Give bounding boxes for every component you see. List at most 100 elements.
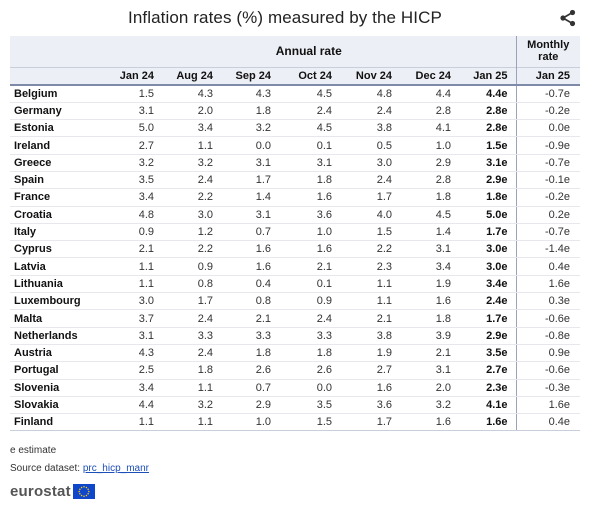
annual-rate-cell: 1.7e: [459, 309, 517, 328]
annual-rate-cell: 3.9: [400, 327, 459, 345]
monthly-rate-cell: 0.0e: [515, 119, 581, 138]
monthly-rate-cell: -0.6e: [515, 309, 581, 328]
annual-rate-cell: 1.5: [279, 413, 340, 432]
annual-rate-cell: 4.5: [279, 85, 340, 103]
monthly-rate-cell: -0.3e: [515, 379, 581, 397]
annual-rate-cell: 1.8e: [459, 188, 517, 207]
annual-rate-cell: 0.9: [102, 223, 162, 242]
annual-rate-cell: 3.6: [340, 396, 400, 415]
annual-rate-cell: 4.5: [279, 119, 340, 138]
hicp-table: Annual rate Monthly rate Jan 24 Aug 24 S…: [10, 36, 581, 432]
monthly-rate-cell: 0.2e: [515, 206, 581, 224]
annual-rate-cell: 2.1: [400, 344, 459, 363]
annual-rate-cell: 0.7: [221, 379, 279, 397]
annual-rate-cell: 4.1: [400, 119, 459, 138]
annual-rate-cell: 1.4: [400, 223, 459, 242]
country-name: Spain: [10, 171, 102, 190]
annual-rate-cell: 2.2: [340, 240, 400, 259]
monthly-rate-cell: -0.9e: [515, 136, 581, 155]
table-row: Croatia 4.8 3.0 3.1 3.6 4.0 4.5 5.0e 0.2e: [10, 206, 581, 224]
annual-rate-cell: 1.6: [279, 188, 340, 207]
annual-rate-cell: 2.6: [279, 361, 340, 380]
table-row: Finland 1.1 1.1 1.0 1.5 1.7 1.6 1.6e 0.4e: [10, 413, 581, 432]
annual-rate-cell: 2.9e: [459, 171, 517, 190]
annual-rate-cell: 2.1: [340, 309, 400, 328]
annual-rate-cell: 3.1: [221, 154, 279, 172]
table-row: Germany 3.1 2.0 1.8 2.4 2.4 2.8 2.8e -0.2e: [10, 102, 581, 121]
corner-header: [10, 36, 102, 67]
country-name: Slovenia: [10, 379, 102, 397]
annual-rate-cell: 1.5: [340, 223, 400, 242]
annual-rate-cell: 4.8: [102, 206, 162, 224]
annual-rate-cell: 2.4: [162, 309, 221, 328]
annual-rate-cell: 2.1: [102, 240, 162, 259]
annual-rate-cell: 3.7: [102, 309, 162, 328]
country-name: Ireland: [10, 136, 102, 155]
annual-rate-cell: 1.0: [400, 136, 459, 155]
annual-rate-cell: 1.2: [162, 223, 221, 242]
annual-rate-header: Annual rate: [102, 36, 517, 67]
country-name: Netherlands: [10, 327, 102, 345]
column-header: Jan 24: [102, 66, 162, 86]
table-body: Belgium 1.5 4.3 4.3 4.5 4.8 4.4 4.4e -0.7e German…: [10, 85, 581, 432]
table-row: Lithuania 1.1 0.8 0.4 0.1 1.1 1.9 3.4e 1.6e: [10, 275, 581, 294]
annual-rate-cell: 3.2: [162, 154, 221, 172]
annual-rate-cell: 3.2: [102, 154, 162, 172]
monthly-rate-cell: 0.4e: [515, 413, 581, 432]
country-name: Italy: [10, 223, 102, 242]
annual-rate-cell: 0.1: [279, 136, 340, 155]
annual-rate-cell: 2.4: [340, 171, 400, 190]
annual-rate-cell: 3.8: [340, 327, 400, 345]
annual-rate-cell: 1.6e: [459, 413, 517, 432]
monthly-rate-cell: 1.6e: [515, 396, 581, 415]
annual-rate-cell: 0.9: [279, 292, 340, 311]
source-dataset-link[interactable]: prc_hicp_manr: [82, 463, 149, 474]
annual-rate-cell: 1.7: [162, 292, 221, 311]
table-row: Cyprus 2.1 2.2 1.6 1.6 2.2 3.1 3.0e -1.4e: [10, 240, 581, 259]
annual-rate-cell: 3.5e: [459, 344, 517, 363]
column-header: Jan 25: [459, 66, 517, 86]
annual-rate-cell: 1.1: [102, 257, 162, 276]
annual-rate-cell: 3.2: [162, 396, 221, 415]
column-header: Sep 24: [221, 66, 279, 86]
column-header-monthly: Jan 25: [515, 66, 581, 86]
annual-rate-cell: 0.1: [279, 275, 340, 294]
annual-rate-cell: 2.9: [221, 396, 279, 415]
country-column-header: [10, 66, 102, 86]
annual-rate-cell: 3.4: [162, 119, 221, 138]
annual-rate-cell: 2.1: [279, 257, 340, 276]
annual-rate-cell: 3.2: [400, 396, 459, 415]
annual-rate-cell: 3.0: [102, 292, 162, 311]
annual-rate-cell: 5.0: [102, 119, 162, 138]
country-name: Germany: [10, 102, 102, 121]
share-button[interactable]: [558, 8, 578, 28]
hicp-table-container: Annual rate Monthly rate Jan 24 Aug 24 S…: [10, 36, 581, 432]
annual-rate-cell: 2.8e: [459, 102, 517, 121]
annual-rate-cell: 1.8: [400, 188, 459, 207]
monthly-rate-cell: -1.4e: [515, 240, 581, 259]
monthly-rate-line2: rate: [538, 51, 559, 64]
annual-rate-cell: 5.0e: [459, 206, 517, 224]
annual-rate-cell: 0.7: [221, 223, 279, 242]
annual-rate-cell: 3.0: [340, 154, 400, 172]
annual-rate-cell: 1.5e: [459, 136, 517, 155]
table-row: Latvia 1.1 0.9 1.6 2.1 2.3 3.4 3.0e 0.4e: [10, 257, 581, 276]
monthly-rate-cell: -0.6e: [515, 361, 581, 380]
annual-rate-cell: 1.8: [162, 361, 221, 380]
country-name: Lithuania: [10, 275, 102, 294]
annual-rate-cell: 1.6: [400, 413, 459, 432]
annual-rate-cell: 3.1: [400, 240, 459, 259]
annual-rate-cell: 3.1: [102, 102, 162, 121]
annual-rate-cell: 1.1: [102, 413, 162, 432]
table-row: Austria 4.3 2.4 1.8 1.8 1.9 2.1 3.5e 0.9e: [10, 344, 581, 363]
annual-rate-cell: 1.7: [340, 413, 400, 432]
annual-rate-cell: 3.1: [279, 154, 340, 172]
annual-rate-cell: 3.4: [400, 257, 459, 276]
monthly-rate-cell: -0.2e: [515, 188, 581, 207]
annual-rate-cell: 1.8: [221, 102, 279, 121]
table-row: France 3.4 2.2 1.4 1.6 1.7 1.8 1.8e -0.2e: [10, 188, 581, 207]
annual-rate-cell: 0.8: [162, 275, 221, 294]
annual-rate-cell: 2.8e: [459, 119, 517, 138]
annual-rate-cell: 1.6: [400, 292, 459, 311]
country-name: Slovakia: [10, 396, 102, 415]
